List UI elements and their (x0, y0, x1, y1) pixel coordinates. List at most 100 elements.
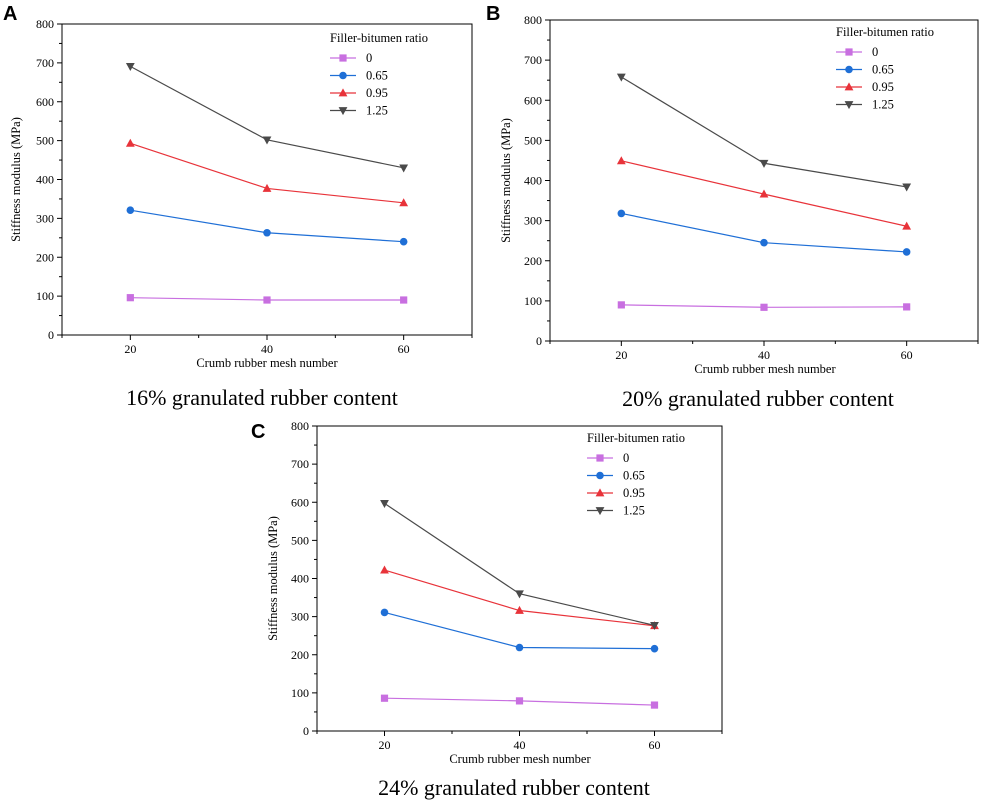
panel-label: B (486, 3, 500, 25)
y-tick-label: 700 (524, 53, 542, 67)
data-point-0.65 (399, 237, 408, 246)
data-point-0.65 (760, 238, 768, 247)
x-axis-title: Crumb rubber mesh number (449, 752, 591, 766)
y-tick-label: 200 (291, 648, 309, 662)
plot-frame (61, 23, 473, 336)
legend-marker-0 (845, 48, 853, 56)
data-point-1.25 (650, 621, 659, 630)
data-point-0 (903, 303, 911, 311)
y-tick-label: 600 (524, 93, 542, 107)
y-tick-label: 100 (36, 289, 54, 303)
data-point-0 (760, 303, 768, 311)
data-point-0.65 (617, 209, 626, 218)
plot-frame (316, 425, 723, 732)
series-line-1.25 (130, 65, 404, 169)
legend-marker-0.65 (596, 471, 604, 480)
data-point-0.95 (380, 565, 389, 574)
plot-frame (549, 19, 979, 342)
y-tick-label: 200 (524, 254, 542, 268)
panel-caption: 24% granulated rubber content (378, 775, 650, 800)
y-tick-label: 300 (291, 610, 309, 624)
data-point-0 (650, 701, 659, 709)
y-tick-label: 400 (36, 173, 54, 187)
legend-label: 0 (872, 45, 878, 59)
x-tick-label: 60 (901, 348, 913, 362)
legend-title: Filler-bitumen ratio (836, 25, 934, 39)
legend-marker-0 (339, 54, 347, 62)
data-point-0 (263, 296, 271, 304)
legend-marker-1.25 (595, 507, 605, 516)
x-tick-label: 40 (758, 348, 770, 362)
panel-caption: 16% granulated rubber content (126, 385, 398, 410)
data-point-0 (126, 294, 134, 302)
data-point-0 (617, 301, 625, 309)
data-point-0 (380, 694, 389, 702)
y-tick-label: 0 (536, 334, 542, 348)
series-line-0.65 (384, 611, 655, 650)
y-tick-label: 100 (291, 686, 309, 700)
data-point-0.95 (616, 156, 626, 165)
x-axis-title: Crumb rubber mesh number (694, 362, 836, 376)
series-line-0.95 (130, 142, 404, 204)
data-point-0.95 (515, 605, 524, 614)
panel-label: C (251, 421, 265, 443)
legend-title: Filler-bitumen ratio (330, 31, 428, 45)
y-tick-label: 600 (291, 495, 309, 509)
legend-marker-0.65 (845, 65, 853, 74)
panel-label: A (3, 3, 17, 25)
data-point-0 (400, 296, 408, 304)
legend-label: 0.95 (872, 80, 894, 94)
data-point-1.25 (759, 159, 769, 168)
y-tick-label: 500 (36, 134, 54, 148)
x-tick-label: 20 (615, 348, 627, 362)
x-tick-label: 60 (649, 738, 661, 752)
y-tick-label: 0 (303, 724, 309, 738)
data-point-0.65 (902, 248, 911, 256)
legend-label: 0.65 (366, 69, 388, 83)
y-tick-label: 400 (291, 572, 309, 586)
legend-label: 0.65 (623, 469, 645, 483)
legend-marker-1.25 (338, 107, 348, 116)
x-tick-label: 20 (379, 738, 391, 752)
legend-marker-1.25 (844, 101, 854, 110)
y-tick-label: 600 (36, 95, 54, 109)
y-tick-label: 200 (36, 250, 54, 264)
x-tick-label: 60 (398, 342, 410, 356)
data-point-0.65 (650, 644, 659, 653)
legend-marker-0.95 (338, 88, 348, 97)
data-point-1.25 (262, 136, 272, 145)
data-point-0.95 (759, 189, 769, 198)
data-point-1.25 (125, 62, 135, 71)
panel-caption: 20% granulated rubber content (622, 386, 894, 411)
data-point-0.95 (262, 183, 272, 192)
chart-panel-c: C 0 100 200 300 400 500 600 700 800 20 40 60 Crumb ru… (251, 419, 723, 800)
legend-label: 0 (366, 51, 372, 65)
x-axis-title: Crumb rubber mesh number (196, 356, 338, 370)
y-tick-label: 100 (524, 294, 542, 308)
legend-title: Filler-bitumen ratio (587, 431, 685, 445)
x-tick-label: 40 (514, 738, 526, 752)
chart-panel-a: A 0 100 200 300 400 500 600 700 800 20 40 60 Crumb ru… (3, 3, 473, 410)
data-point-0.95 (125, 138, 135, 147)
data-point-1.25 (902, 183, 912, 192)
data-point-0.95 (399, 198, 409, 207)
x-tick-label: 20 (124, 342, 136, 356)
legend-marker-0.95 (595, 488, 605, 497)
legend-label: 1.25 (623, 504, 645, 518)
y-tick-label: 400 (524, 174, 542, 188)
y-axis-title: Stiffness modulus (MPa) (9, 117, 23, 242)
legend-label: 0 (623, 451, 629, 465)
y-axis-title: Stiffness modulus (MPa) (266, 516, 280, 641)
series-line-0.65 (130, 209, 404, 243)
legend-label: 0.95 (623, 486, 645, 500)
y-tick-label: 300 (36, 211, 54, 225)
y-tick-label: 700 (36, 56, 54, 70)
y-tick-label: 500 (291, 533, 309, 547)
data-point-1.25 (515, 590, 524, 599)
x-tick-label: 40 (261, 342, 273, 356)
data-point-1.25 (399, 164, 409, 173)
y-tick-label: 700 (291, 457, 309, 471)
y-tick-label: 300 (524, 214, 542, 228)
data-point-0.65 (515, 643, 524, 652)
